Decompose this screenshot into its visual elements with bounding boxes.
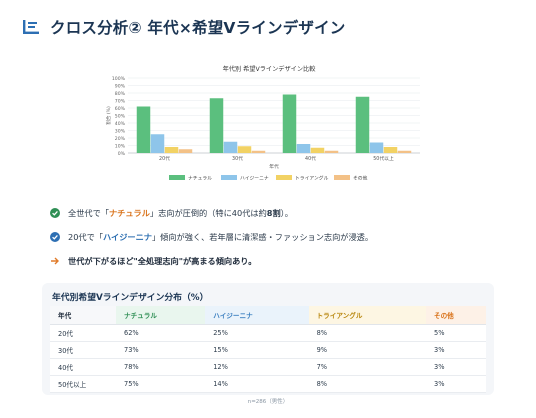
bar-chart-svg: 年代別 希望Vラインデザイン比較 0% 10%20% 30%40% 50%60% 70%8… bbox=[105, 65, 420, 182]
col-header-other: その他 bbox=[426, 306, 486, 325]
table-cell: 40代 bbox=[50, 358, 116, 376]
x-tick-label: 40代 bbox=[305, 155, 316, 162]
y-tick-label: 70% bbox=[115, 98, 126, 104]
bar-2 bbox=[150, 134, 165, 153]
insight-item-trend: 世代が下がるほど"全処理志向"が高まる傾向あり。 bbox=[50, 253, 510, 269]
table-cell: 8% bbox=[308, 375, 426, 393]
page-title: クロス分析② 年代×希望Vラインデザイン bbox=[50, 19, 346, 37]
table-row: 40代 78% 12% 7% 3% bbox=[50, 358, 486, 376]
table-cell: 75% bbox=[116, 375, 206, 393]
y-tick-label: 20% bbox=[115, 136, 126, 142]
y-tick-label: 0% bbox=[118, 151, 126, 157]
check-circle-icon bbox=[50, 232, 60, 242]
y-tick-label: 10% bbox=[115, 143, 126, 149]
y-tick-label: 30% bbox=[115, 128, 126, 134]
bar-1 bbox=[136, 106, 151, 153]
bar-1 bbox=[355, 96, 370, 153]
y-tick-label: 50% bbox=[115, 113, 126, 119]
table-row: 50代以上 75% 14% 8% 3% bbox=[50, 375, 486, 393]
page-header: クロス分析② 年代×希望Vラインデザイン bbox=[22, 14, 346, 40]
bar-4 bbox=[397, 150, 412, 153]
bar-4 bbox=[251, 150, 266, 153]
arrow-right-icon bbox=[51, 257, 59, 265]
bar-1 bbox=[282, 94, 297, 153]
distribution-table: 年代 ナチュラル ハイジーニナ トライアングル その他 20代 62% 25% … bbox=[50, 306, 486, 393]
col-header-natural: ナチュラル bbox=[116, 306, 206, 325]
table-cell: 62% bbox=[116, 324, 206, 342]
col-header-era: 年代 bbox=[50, 306, 116, 325]
chart-title: 年代別 希望Vラインデザイン比較 bbox=[223, 65, 317, 73]
x-axis-label: 年代 bbox=[269, 163, 279, 170]
y-tick-label: 80% bbox=[115, 91, 126, 97]
bar-3 bbox=[310, 147, 325, 153]
table-cell: 3% bbox=[426, 341, 486, 359]
table-cell: 25% bbox=[205, 324, 309, 342]
bar-3 bbox=[164, 147, 179, 153]
insight-item-natural: 全世代で「ナチュラル」志向が圧倒的（特に40代は約8割）。 bbox=[50, 205, 510, 221]
highlight-80pct: 8割 bbox=[266, 208, 281, 218]
y-tick-label: 40% bbox=[115, 121, 126, 127]
highlight-hygienina: ハイジーニナ bbox=[102, 232, 152, 242]
table-cell: 14% bbox=[205, 375, 309, 393]
table-cell: 9% bbox=[308, 341, 426, 359]
table-header-row: 年代 ナチュラル ハイジーニナ トライアングル その他 bbox=[50, 306, 486, 325]
bar-2 bbox=[296, 144, 311, 153]
table-cell: 20代 bbox=[50, 324, 116, 342]
highlight-natural: ナチュラル bbox=[108, 208, 150, 218]
legend-swatch bbox=[169, 175, 185, 180]
legend-swatch bbox=[221, 175, 237, 180]
insight-text: 世代が下がるほど"全処理志向"が高まる傾向あり。 bbox=[68, 256, 257, 266]
check-circle-icon bbox=[50, 208, 60, 218]
table-cell: 5% bbox=[426, 324, 486, 342]
bar-2 bbox=[369, 142, 384, 153]
y-tick-label: 100% bbox=[112, 76, 126, 82]
insight-text: 20代で「ハイジーニナ」傾向が強く、若年層に清潔感・ファッション志向が浸透。 bbox=[68, 232, 374, 242]
y-axis-label: 割合 (%) bbox=[105, 106, 112, 125]
table-cell: 73% bbox=[116, 341, 206, 359]
legend-swatch bbox=[334, 175, 350, 180]
table-cell: 50代以上 bbox=[50, 375, 116, 393]
sample-size-note: n=286（男性） bbox=[247, 399, 289, 405]
table-cell: 7% bbox=[308, 358, 426, 376]
table-cell: 15% bbox=[205, 341, 309, 359]
x-tick-label: 20代 bbox=[159, 155, 170, 162]
table-row: 30代 73% 15% 9% 3% bbox=[50, 341, 486, 359]
bar-chart: 年代別 希望Vラインデザイン比較 0% 10% 20% 30% 40% 50% 60% 70% 8… bbox=[104, 62, 434, 190]
table-cell: 78% bbox=[116, 358, 206, 376]
table-cell: 3% bbox=[426, 358, 486, 376]
bar-3 bbox=[383, 147, 398, 153]
y-tick-label: 90% bbox=[115, 83, 126, 89]
insight-list: 全世代で「ナチュラル」志向が圧倒的（特に40代は約8割）。 20代で「ハイジーニ… bbox=[50, 205, 510, 277]
list-chart-icon bbox=[23, 20, 39, 34]
legend-label: トライアングル bbox=[295, 175, 329, 182]
insight-text: 全世代で「ナチュラル」志向が圧倒的（特に40代は約8割）。 bbox=[68, 208, 293, 218]
legend-label: ナチュラル bbox=[188, 176, 212, 182]
table-cell: 12% bbox=[205, 358, 309, 376]
bar-3 bbox=[237, 146, 252, 153]
x-tick-label: 50代以上 bbox=[373, 155, 394, 162]
legend-label: その他 bbox=[353, 175, 368, 182]
col-header-hygienina: ハイジーニナ bbox=[205, 306, 309, 325]
distribution-table-card: 年代別希望Vラインデザイン分布（%） 年代 ナチュラル ハイジーニナ トライアン… bbox=[42, 283, 494, 395]
legend-label: ハイジーニナ bbox=[240, 176, 269, 182]
bar-4 bbox=[324, 150, 339, 153]
bar-4 bbox=[178, 149, 193, 153]
table-row: 20代 62% 25% 8% 5% bbox=[50, 324, 486, 342]
x-tick-label: 30代 bbox=[232, 155, 243, 162]
bar-1 bbox=[209, 98, 224, 153]
table-title: 年代別希望Vラインデザイン分布（%） bbox=[52, 293, 209, 303]
insight-item-hygienina: 20代で「ハイジーニナ」傾向が強く、若年層に清潔感・ファッション志向が浸透。 bbox=[50, 229, 510, 245]
table-cell: 3% bbox=[426, 375, 486, 393]
col-header-triangle: トライアングル bbox=[308, 306, 426, 325]
table-cell: 8% bbox=[308, 324, 426, 342]
y-tick-label: 60% bbox=[115, 106, 126, 112]
bar-2 bbox=[223, 141, 238, 153]
table-cell: 30代 bbox=[50, 341, 116, 359]
legend-swatch bbox=[276, 175, 292, 180]
